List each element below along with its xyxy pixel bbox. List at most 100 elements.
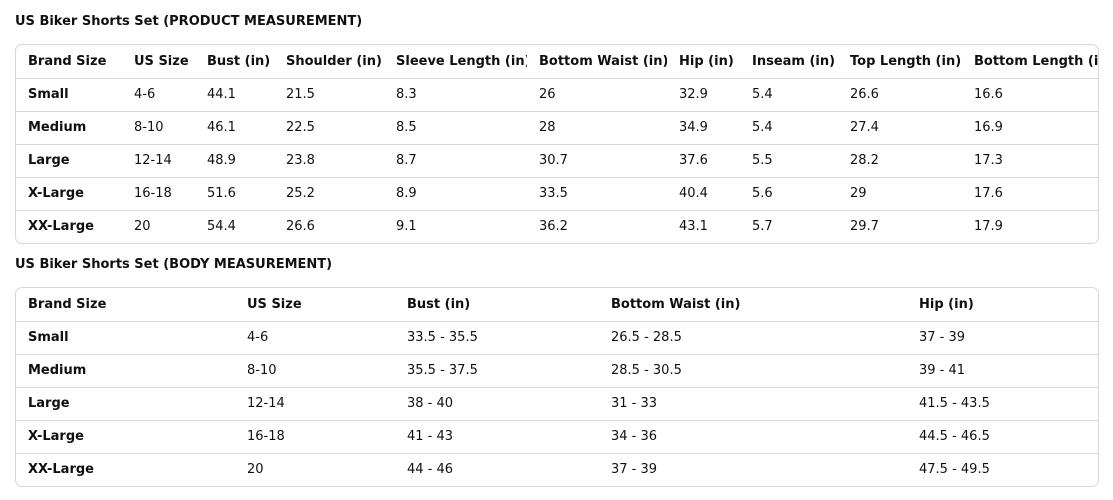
value-cell: 33.5 (527, 176, 667, 210)
value-cell: 8-10 (122, 110, 195, 144)
value-cell: 30.7 (527, 143, 667, 177)
value-cell: 25.2 (274, 176, 384, 210)
header-row: Brand Size US Size Bust (in) Bottom Waist (… (16, 288, 1098, 321)
value-cell: 26.5 - 28.5 (599, 320, 907, 354)
value-cell: 29 (838, 176, 962, 210)
value-cell: 16.9 (962, 110, 1098, 144)
table-container: Brand Size US Size Bust (in) Bottom Waist (… (15, 287, 1099, 487)
value-cell: 31 - 33 (599, 386, 907, 420)
data-row: Medium 8-10 46.1 22.5 8.5 28 34.9 5.4 27.4 16.9 (16, 110, 1098, 144)
size-cell: X-Large (16, 176, 122, 210)
data-row: Large 12-14 48.9 23.8 8.7 30.7 37.6 5.5 28.2 17.3 (16, 143, 1098, 177)
value-cell: 5.6 (740, 176, 838, 210)
value-cell: 17.6 (962, 176, 1098, 210)
value-cell: 12-14 (235, 386, 395, 420)
data-row: XX-Large 20 54.4 26.6 9.1 36.2 43.1 5.7 29.7 17.9 (16, 209, 1098, 243)
value-cell: 46.1 (195, 110, 274, 144)
size-table: Brand Size US Size Bust (in) Shoulder (in) S… (16, 45, 1099, 243)
value-cell: 17.3 (962, 143, 1098, 177)
value-cell: 8.3 (384, 77, 527, 111)
value-cell: 48.9 (195, 143, 274, 177)
size-cell: Large (16, 386, 235, 420)
data-row: Small 4-6 33.5 - 35.5 26.5 - 28.5 37 - 39 (16, 320, 1098, 354)
value-cell: 51.6 (195, 176, 274, 210)
header-cell: Shoulder (in) (286, 53, 382, 69)
value-cell: 43.1 (667, 209, 740, 243)
value-cell: 28.2 (838, 143, 962, 177)
header-cell: Brand Size (28, 296, 107, 312)
value-cell: 21.5 (274, 77, 384, 111)
value-cell: 20 (235, 452, 395, 486)
size-table: Brand Size US Size Bust (in) Bottom Waist (… (16, 288, 1098, 486)
data-row: Large 12-14 38 - 40 31 - 33 41.5 - 43.5 (16, 386, 1098, 420)
header-cell: Bust (in) (407, 296, 471, 312)
value-cell: 17.9 (962, 209, 1098, 243)
header-cell: Brand Size (28, 53, 107, 69)
value-cell: 26.6 (838, 77, 962, 111)
value-cell: 47.5 - 49.5 (907, 452, 1098, 486)
value-cell: 54.4 (195, 209, 274, 243)
value-cell: 16-18 (235, 419, 395, 453)
table-container: Brand Size US Size Bust (in) Shoulder (in) S… (15, 44, 1099, 244)
size-cell: Small (16, 320, 235, 354)
value-cell: 40.4 (667, 176, 740, 210)
value-cell: 23.8 (274, 143, 384, 177)
value-cell: 8.5 (384, 110, 527, 144)
value-cell: 5.7 (740, 209, 838, 243)
value-cell: 8-10 (235, 353, 395, 387)
value-cell: 32.9 (667, 77, 740, 111)
header-cell: Sleeve Length (in) (396, 53, 527, 69)
header-cell: US Size (247, 296, 302, 312)
size-cell: XX-Large (16, 209, 122, 243)
value-cell: 27.4 (838, 110, 962, 144)
value-cell: 26 (527, 77, 667, 111)
value-cell: 44 - 46 (395, 452, 599, 486)
value-cell: 8.9 (384, 176, 527, 210)
value-cell: 44.1 (195, 77, 274, 111)
value-cell: 38 - 40 (395, 386, 599, 420)
value-cell: 44.5 - 46.5 (907, 419, 1098, 453)
value-cell: 39 - 41 (907, 353, 1098, 387)
header-cell: Hip (in) (679, 53, 734, 69)
value-cell: 29.7 (838, 209, 962, 243)
value-cell: 5.5 (740, 143, 838, 177)
value-cell: 28.5 - 30.5 (599, 353, 907, 387)
table-body: Brand Size US Size Bust (in) Bottom Waist (… (16, 288, 1098, 486)
header-cell: Bottom Waist (in) (539, 53, 667, 69)
size-cell: X-Large (16, 419, 235, 453)
header-cell: Bottom Length (in) (974, 53, 1099, 69)
header-cell: US Size (134, 53, 189, 69)
value-cell: 37 - 39 (599, 452, 907, 486)
value-cell: 37 - 39 (907, 320, 1098, 354)
value-cell: 35.5 - 37.5 (395, 353, 599, 387)
value-cell: 16-18 (122, 176, 195, 210)
header-cell: Bust (in) (207, 53, 271, 69)
value-cell: 4-6 (122, 77, 195, 111)
data-row: X-Large 16-18 41 - 43 34 - 36 44.5 - 46.5 (16, 419, 1098, 453)
size-cell: Small (16, 77, 122, 111)
header-cell: Inseam (in) (752, 53, 836, 69)
value-cell: 37.6 (667, 143, 740, 177)
value-cell: 41 - 43 (395, 419, 599, 453)
value-cell: 36.2 (527, 209, 667, 243)
table-title: US Biker Shorts Set (PRODUCT MEASUREMENT… (15, 14, 363, 29)
value-cell: 8.7 (384, 143, 527, 177)
value-cell: 5.4 (740, 77, 838, 111)
value-cell: 41.5 - 43.5 (907, 386, 1098, 420)
value-cell: 26.6 (274, 209, 384, 243)
value-cell: 20 (122, 209, 195, 243)
size-cell: Medium (16, 353, 235, 387)
value-cell: 5.4 (740, 110, 838, 144)
size-cell: Medium (16, 110, 122, 144)
header-cell: Hip (in) (919, 296, 974, 312)
data-row: X-Large 16-18 51.6 25.2 8.9 33.5 40.4 5.6 29 17.6 (16, 176, 1098, 210)
value-cell: 12-14 (122, 143, 195, 177)
value-cell: 33.5 - 35.5 (395, 320, 599, 354)
header-cell: Top Length (in) (850, 53, 962, 69)
data-row: XX-Large 20 44 - 46 37 - 39 47.5 - 49.5 (16, 452, 1098, 486)
size-cell: Large (16, 143, 122, 177)
table-title: US Biker Shorts Set (BODY MEASUREMENT) (15, 257, 333, 272)
header-cell: Bottom Waist (in) (611, 296, 741, 312)
value-cell: 28 (527, 110, 667, 144)
